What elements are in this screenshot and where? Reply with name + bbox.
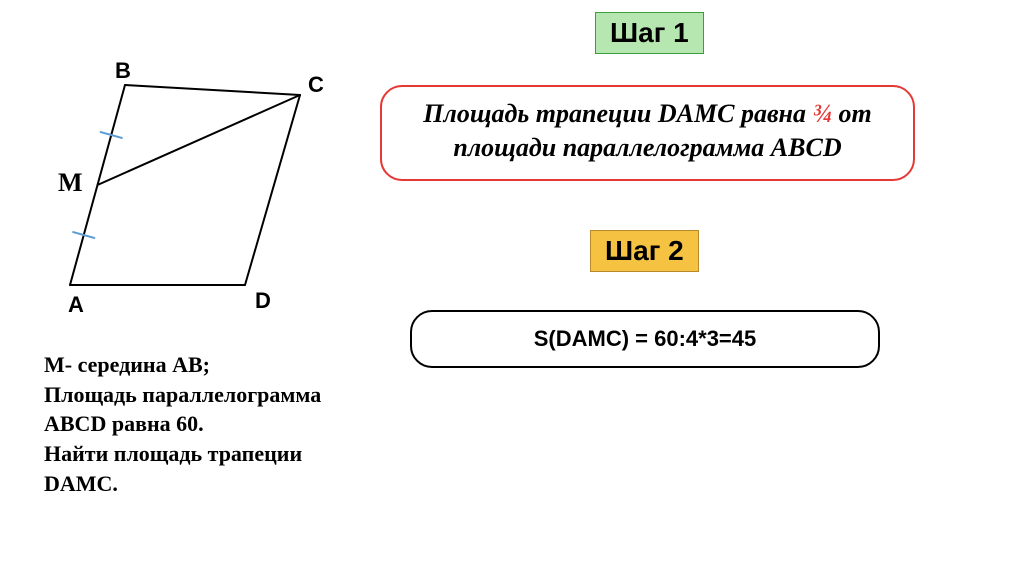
formula-text: S(DAMC) = 60:4*3=45 <box>534 326 757 351</box>
problem-line5: DAMC. <box>44 469 354 499</box>
vertex-m-label: M <box>58 168 83 198</box>
statement-box: Площадь трапеции DAMC равна ¾ от площади… <box>380 85 915 181</box>
problem-line2: Площадь параллелограмма <box>44 380 354 410</box>
problem-line1: M- середина AB; <box>44 350 354 380</box>
step-2-label: Шаг 2 <box>605 235 684 266</box>
parallelogram-svg <box>40 60 350 310</box>
problem-line4: Найти площадь трапеции <box>44 439 354 469</box>
problem-line3: ABCD равна 60. <box>44 409 354 439</box>
step-1-label: Шаг 1 <box>610 17 689 48</box>
statement-part1: Площадь трапеции DAMC равна <box>423 99 812 128</box>
vertex-d-label: D <box>255 288 271 314</box>
geometry-diagram: A B C D M <box>40 60 350 310</box>
problem-text: M- середина AB; Площадь параллелограмма … <box>44 350 354 498</box>
vertex-c-label: C <box>308 72 324 98</box>
vertex-b-label: B <box>115 58 131 84</box>
formula-box: S(DAMC) = 60:4*3=45 <box>410 310 880 368</box>
step-2-badge: Шаг 2 <box>590 230 699 272</box>
statement-fraction: ¾ <box>813 99 833 128</box>
step-1-badge: Шаг 1 <box>595 12 704 54</box>
vertex-a-label: A <box>68 292 84 318</box>
